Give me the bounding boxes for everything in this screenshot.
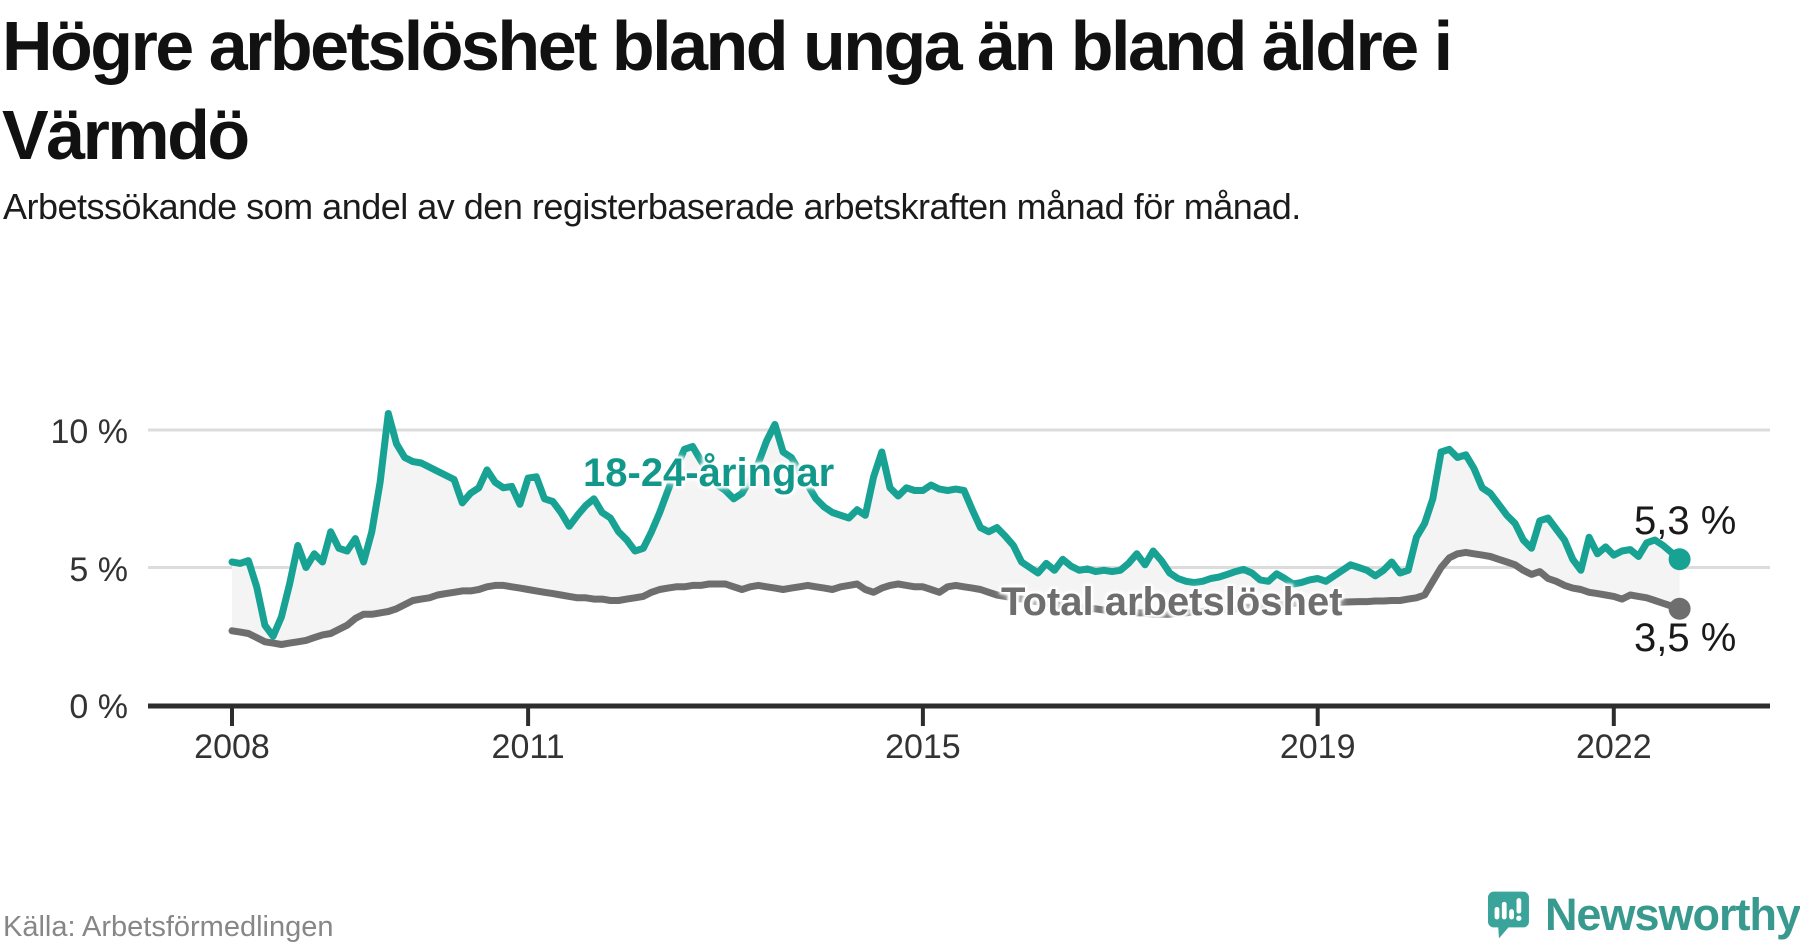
y-tick-label: 0 % [69,688,128,726]
series-gap-area [232,413,1680,645]
newsworthy-speech-bubble-icon [1488,891,1529,939]
total-unemployment-line [228,548,1684,648]
x-tick-label: 2008 [194,728,270,766]
young-unemployment-line [228,410,1684,640]
brand-name: Newsworthy [1544,889,1800,940]
x-tick-label: 2022 [1575,728,1652,766]
series-label-young: 18-24-åringar [583,451,835,495]
page-title: Högre arbetslöshet bland unga än bland ä… [2,2,1562,180]
x-tick-label: 2015 [885,728,961,766]
x-tick-label: 2011 [491,728,565,766]
series-label-total: Total arbetslöshet [1001,580,1343,624]
y-tick-label: 10 % [50,413,129,451]
page-title-line1: Högre arbetslöshet bland unga än bland ä… [2,7,1453,85]
y-tick-label: 5 % [69,550,128,589]
source-credit: Källa: Arbetsförmedlingen [3,911,334,943]
end-value-label-total: 3,5 % [1634,616,1737,660]
x-tick-label: 2019 [1279,728,1356,766]
chart-subtitle: Arbetssökande som andel av den registerb… [3,186,1301,227]
newsworthy-logo: Newsworthy [1488,883,1800,947]
total-end-dot [1668,597,1691,620]
page-title-line2: Värmdö [2,96,250,174]
end-value-label-young: 5,3 % [1634,499,1737,543]
young-end-dot [1668,548,1691,571]
